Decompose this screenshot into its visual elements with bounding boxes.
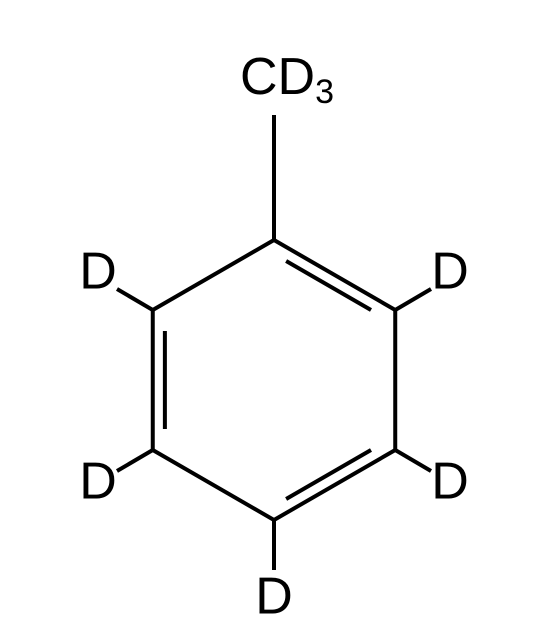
substituent-bond <box>395 289 431 310</box>
ring-bond <box>153 450 274 520</box>
substituent-bond <box>117 289 153 310</box>
substituent-bond <box>117 450 153 471</box>
substituent-bond <box>395 450 431 471</box>
deuterium-label: D <box>431 243 469 301</box>
ring-double-bond <box>286 450 371 499</box>
deuterium-label: D <box>431 453 469 511</box>
ring-bond <box>153 240 274 310</box>
deuterium-label: D <box>255 568 293 626</box>
deuterium-label: D <box>79 453 117 511</box>
ring-bond <box>274 450 395 520</box>
methyl-label: CD3 <box>240 48 334 111</box>
ring-double-bond <box>286 261 371 310</box>
ring-bond <box>274 240 395 310</box>
deuterium-label: D <box>79 243 117 301</box>
molecule-diagram: CD3 D D D D D <box>0 0 548 640</box>
